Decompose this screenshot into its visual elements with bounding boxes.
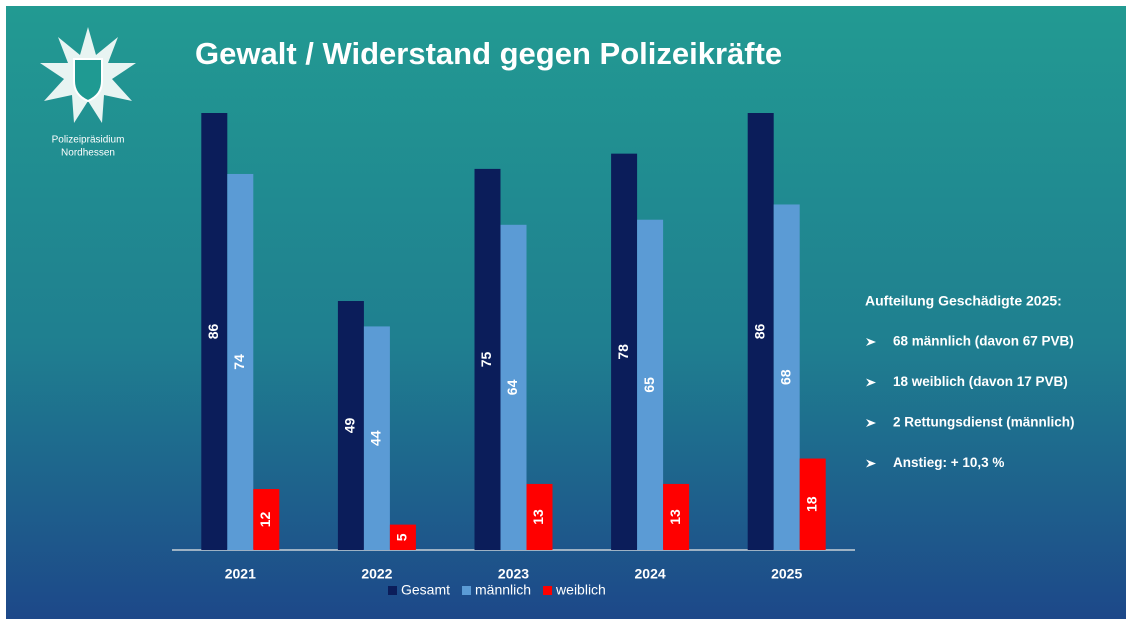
bullet <box>866 378 876 387</box>
bar <box>637 219 664 551</box>
bar <box>201 113 228 550</box>
note-item: 18 weiblich (davon 17 PVB) <box>893 374 1068 389</box>
bar <box>526 483 553 550</box>
background <box>6 6 1126 619</box>
bar <box>799 458 826 550</box>
bar <box>253 489 280 550</box>
legend-label: Gesamt <box>401 582 450 598</box>
x-tick-label: 2022 <box>361 566 392 582</box>
bar <box>363 326 390 550</box>
legend-label: weiblich <box>555 582 606 598</box>
org-name: Polizeipräsidium <box>52 135 125 146</box>
data-label: 5 <box>394 533 410 541</box>
legend-swatch <box>462 586 472 595</box>
legend-label: männlich <box>475 582 531 598</box>
x-tick-label: 2023 <box>498 566 529 582</box>
notes-heading: Aufteilung Geschädigte 2025: <box>865 293 1062 309</box>
data-label: 12 <box>257 512 273 528</box>
bar <box>500 224 527 550</box>
note-item: 68 männlich (davon 67 PVB) <box>893 334 1074 349</box>
data-label: 65 <box>641 377 657 393</box>
x-tick-label: 2021 <box>225 566 256 582</box>
bar <box>474 168 501 550</box>
data-label: 68 <box>777 369 793 385</box>
bar <box>227 173 254 550</box>
legend-swatch <box>543 586 553 595</box>
bar <box>337 301 364 550</box>
bullet <box>866 419 876 427</box>
bar <box>663 483 690 550</box>
org-name: Nordhessen <box>61 148 115 159</box>
bar <box>389 524 416 550</box>
data-label: 86 <box>205 324 221 340</box>
logo <box>40 27 136 123</box>
note-item: Anstieg: + 10,3 % <box>893 455 1004 470</box>
bar <box>747 113 774 550</box>
bullet <box>866 459 876 468</box>
data-label: 13 <box>667 509 683 525</box>
data-label: 18 <box>803 496 819 512</box>
data-label: 49 <box>342 418 358 434</box>
data-label: 13 <box>530 509 546 525</box>
legend-swatch <box>388 586 397 595</box>
data-label: 64 <box>504 379 520 395</box>
bar <box>611 153 638 550</box>
data-label: 74 <box>231 354 247 370</box>
x-tick-label: 2025 <box>771 566 802 582</box>
x-tick-label: 2024 <box>635 566 666 582</box>
data-label: 86 <box>751 324 767 340</box>
chart-title: Gewalt / Widerstand gegen Polizeikräfte <box>195 36 782 71</box>
note-item: 2 Rettungsdienst (männlich) <box>893 415 1075 430</box>
bar <box>773 204 800 550</box>
data-label: 78 <box>615 344 631 360</box>
data-label: 75 <box>478 351 494 367</box>
data-label: 44 <box>368 430 384 446</box>
bullet <box>866 338 876 346</box>
